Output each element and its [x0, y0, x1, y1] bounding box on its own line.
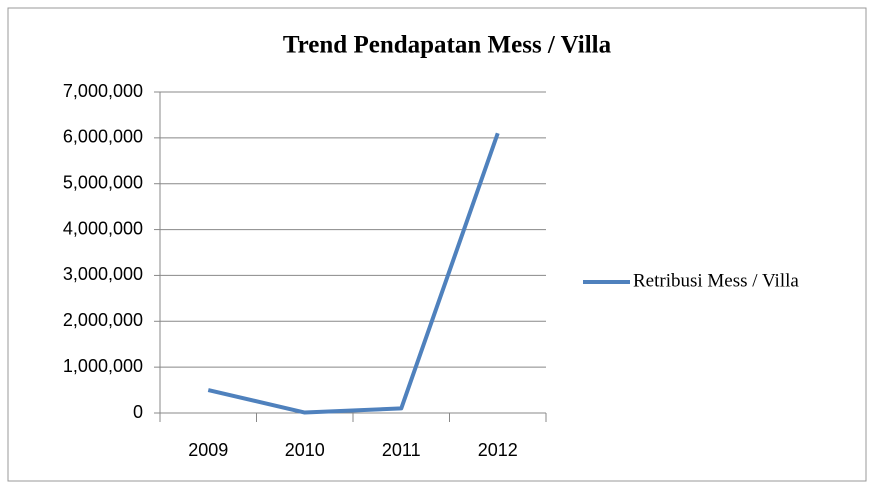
y-tick-label: 0	[133, 402, 143, 422]
chart-frame	[7, 7, 867, 482]
data-line	[207, 132, 500, 415]
x-tick-label: 2012	[478, 440, 518, 460]
x-tick-label: 2009	[188, 440, 228, 460]
y-tick-label: 2,000,000	[63, 310, 143, 330]
y-tick-label: 7,000,000	[63, 81, 143, 101]
x-tick-label: 2010	[285, 440, 325, 460]
y-tick-label: 6,000,000	[63, 127, 143, 147]
y-tick-label: 1,000,000	[63, 356, 143, 376]
legend-label: Retribusi Mess / Villa	[633, 270, 799, 291]
x-tick-label: 2011	[382, 440, 421, 460]
y-tick-label: 4,000,000	[63, 218, 143, 238]
y-tick-label: 5,000,000	[63, 172, 143, 192]
y-tick-label: 3,000,000	[63, 264, 143, 284]
chart-title: Trend Pendapatan Mess / Villa	[283, 32, 612, 59]
